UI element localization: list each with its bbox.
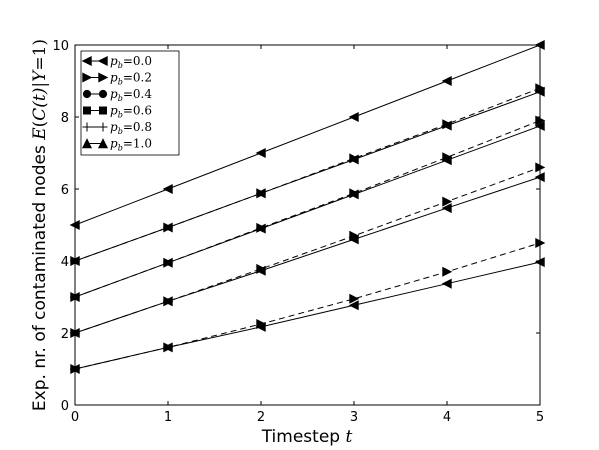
data-point-triangle-left-3-2 xyxy=(255,188,266,199)
y-axis-label-bar: | xyxy=(30,82,50,88)
x-tick-label: 2 xyxy=(257,410,265,425)
legend-item-5: pb=1.0 xyxy=(81,137,152,153)
data-point-triangle-left-3-1 xyxy=(162,222,173,233)
legend-item-4: pb=0.8 xyxy=(82,120,152,136)
series-line-triangle-right-0 xyxy=(74,242,541,370)
legend-item-0: pb=0.0 xyxy=(81,54,152,70)
axis-ticks xyxy=(74,44,541,406)
plot-frame xyxy=(74,44,541,406)
legend-marker xyxy=(97,138,109,149)
y-tick-label: 0 xyxy=(61,399,69,414)
legend-item-1: pb=0.2 xyxy=(82,71,152,87)
series-line-triangle-left-2 xyxy=(74,125,541,298)
data-point-triangle-left-3-4 xyxy=(441,120,452,131)
tick-labels: 0 1 2 3 4 5 0 2 4 6 8 10 xyxy=(52,39,544,425)
y-axis-label-text: Exp. nr. of contaminated nodes xyxy=(30,140,50,411)
data-point-triangle-left-0-4 xyxy=(441,278,452,289)
y-axis-label-open: ( xyxy=(30,121,50,128)
data-point-triangle-right-0-4 xyxy=(442,266,453,277)
x-tick-label: 3 xyxy=(350,410,358,425)
data-point-triangle-right-1-4 xyxy=(442,196,453,207)
x-tick-label: 5 xyxy=(536,410,544,425)
y-tick-label: 2 xyxy=(61,327,69,342)
legend-marker xyxy=(81,55,92,67)
y-tick-label: 8 xyxy=(61,111,69,126)
plot-lines xyxy=(74,44,541,370)
data-point-triangle-left-2-3 xyxy=(348,189,359,200)
legend-marker xyxy=(98,72,109,83)
data-point-triangle-left-1-2 xyxy=(255,265,266,276)
legend-marker xyxy=(98,122,108,132)
data-point-triangle-right-0-3 xyxy=(349,293,360,304)
legend-marker xyxy=(82,122,92,132)
legend-item-3: pb=0.6 xyxy=(83,104,152,120)
legend-marker xyxy=(97,55,108,67)
data-point-triangle-left-1-4 xyxy=(441,203,452,214)
data-point-triangle-left-4-1 xyxy=(162,183,173,195)
legend-label: pb=0.0 xyxy=(110,54,152,70)
x-tick-label: 1 xyxy=(164,410,172,425)
y-axis-label-t: (t) xyxy=(30,88,50,108)
data-point-triangle-left-1-1 xyxy=(162,296,173,307)
series-line-triangle-left-3 xyxy=(74,91,541,262)
x-tick-label: 0 xyxy=(71,410,79,425)
legend-label: pb=1.0 xyxy=(110,137,152,153)
data-point-triangle-left-2-4 xyxy=(441,155,452,166)
x-tick-label: 4 xyxy=(443,410,451,425)
y-axis-label-C: C xyxy=(30,108,50,121)
data-point-triangle-left-4-3 xyxy=(348,111,359,123)
legend-marker xyxy=(82,89,92,99)
data-point-triangle-left-0-2 xyxy=(255,321,266,332)
data-point-triangle-left-0-3 xyxy=(348,300,359,311)
series-line-triangle-right-1 xyxy=(74,166,541,334)
x-axis-label: Timestep t xyxy=(261,427,353,447)
y-axis-label-E: E xyxy=(30,127,50,141)
legend-label: pb=0.2 xyxy=(110,71,152,87)
legend: pb=0.0pb=0.2pb=0.4pb=0.6pb=0.8pb=1.0 xyxy=(80,50,180,156)
legend-marker xyxy=(83,106,91,115)
y-tick-label: 4 xyxy=(61,255,69,270)
legend-label: pb=0.6 xyxy=(110,104,152,120)
data-point-triangle-left-4-4 xyxy=(441,75,452,87)
legend-label: pb=0.8 xyxy=(110,120,152,136)
y-tick-label: 6 xyxy=(61,183,69,198)
x-axis-label-text: Timestep xyxy=(261,427,346,447)
legend-box xyxy=(80,50,180,156)
data-point-triangle-left-3-3 xyxy=(348,154,359,165)
legend-marker xyxy=(81,138,93,149)
legend-marker xyxy=(99,106,107,115)
data-point-triangle-left-2-1 xyxy=(162,257,173,268)
data-point-triangle-left-0-1 xyxy=(162,342,173,353)
legend-marker xyxy=(98,89,108,99)
data-point-triangle-left-1-3 xyxy=(348,234,359,245)
data-point-triangle-left-4-2 xyxy=(255,147,266,159)
series-line-triangle-left-4 xyxy=(74,44,541,226)
y-axis-label-eq: =1) xyxy=(30,39,50,71)
x-axis-label-var: t xyxy=(345,427,352,447)
y-axis-label-Y: Y xyxy=(30,69,50,82)
y-axis-label: Exp. nr. of contaminated nodes E(C(t)|Y=… xyxy=(30,39,50,411)
legend-label: pb=0.4 xyxy=(110,87,152,103)
y-tick-label: 10 xyxy=(52,39,69,54)
series-line-triangle-left-0 xyxy=(74,261,541,370)
data-point-triangle-left-2-2 xyxy=(255,223,266,234)
legend-item-2: pb=0.4 xyxy=(82,87,152,103)
series-line-triangle-left-1 xyxy=(74,176,541,334)
legend-marker xyxy=(82,72,93,83)
